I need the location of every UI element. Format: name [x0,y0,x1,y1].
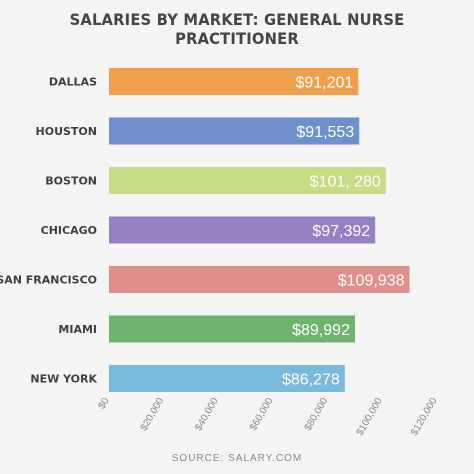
x-tick-label: $40,000 [193,396,221,433]
category-label: MIAMI [58,323,97,336]
category-label: BOSTON [45,175,97,188]
x-tick-label: $120,000 [409,396,440,438]
source-note: SOURCE: SALARY.COM [171,453,303,464]
value-label: $91,201 [295,75,353,92]
value-label: $97,392 [312,223,370,240]
bar-boston [109,167,386,194]
bar-dallas [109,68,359,95]
x-tick-label: $0 [97,396,112,412]
x-tick-label: $100,000 [355,396,386,438]
x-tick-label: $80,000 [303,396,331,433]
value-label: $101, 280 [310,174,381,191]
x-tick-label: $60,000 [248,396,276,433]
bar-miami [109,315,355,343]
value-label: $89,992 [292,322,350,339]
bar-new-york [109,365,345,392]
category-label: DALLAS [49,76,97,89]
value-label: $109,938 [338,273,405,290]
bar-chicago [109,216,376,244]
bar-houston [109,117,360,145]
category-label: SAN FRANCISCO [0,274,97,287]
category-label: HOUSTON [36,125,97,138]
bar-san-francisco [109,266,410,293]
category-label: CHICAGO [41,224,97,237]
value-label: $91,553 [296,124,354,141]
x-tick-label: $20,000 [139,396,167,433]
value-label: $86,278 [282,372,340,389]
category-label: NEW YORK [30,373,97,386]
chart-title: SALARIES BY MARKET: GENERAL NURSE PRACTI… [69,10,405,48]
